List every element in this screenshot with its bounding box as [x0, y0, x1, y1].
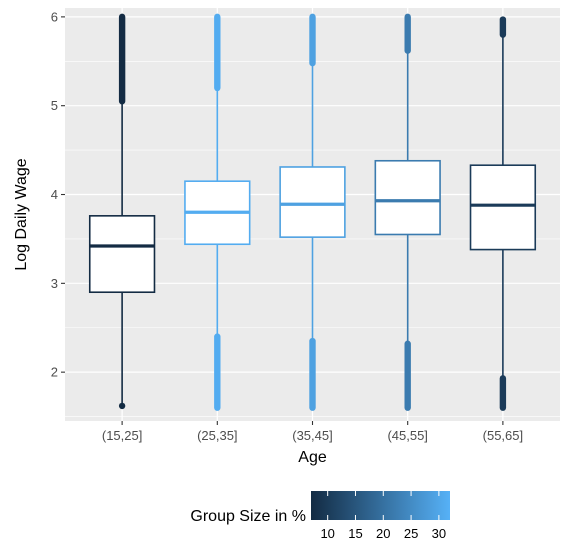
box-iqr	[374, 159, 441, 236]
y-tick-label: 4	[51, 187, 58, 202]
box-group	[279, 13, 346, 411]
x-tick-label: (45,55]	[387, 428, 427, 443]
box-iqr	[469, 164, 537, 251]
y-tick-label: 2	[51, 365, 58, 380]
boxes	[88, 13, 537, 411]
legend-title: Group Size in %	[190, 508, 306, 525]
axes: 2 3 4 5 6 (15,25] (25,35] (35,45] (45,55] (55,65]	[51, 9, 523, 443]
legend-tick-label: 10	[320, 526, 334, 541]
legend-colorbar	[311, 491, 450, 520]
y-tick-label: 5	[51, 98, 58, 113]
legend-tick-label: 30	[432, 526, 446, 541]
legend-tick-label: 15	[348, 526, 362, 541]
x-tick-label: (35,45]	[292, 428, 332, 443]
box-group	[374, 13, 441, 411]
y-axis-title: Log Daily Wage	[13, 158, 30, 270]
x-tick-label: (25,35]	[197, 428, 237, 443]
box-group	[469, 16, 537, 411]
outlier-point	[118, 402, 126, 410]
box-group	[184, 13, 251, 411]
box-group	[88, 13, 156, 410]
legend: Group Size in % 10 15 20 25 30	[190, 491, 450, 541]
x-tick-label: (55,65]	[483, 428, 523, 443]
x-tick-label: (15,25]	[102, 428, 142, 443]
y-tick-label: 6	[51, 9, 58, 24]
legend-ticks: 10 15 20 25 30	[320, 491, 446, 541]
y-tick-label: 3	[51, 276, 58, 291]
box-iqr	[88, 215, 156, 294]
box-iqr	[279, 166, 346, 238]
x-axis-title: Age	[298, 449, 327, 466]
legend-tick-label: 25	[404, 526, 418, 541]
legend-tick-label: 20	[376, 526, 390, 541]
